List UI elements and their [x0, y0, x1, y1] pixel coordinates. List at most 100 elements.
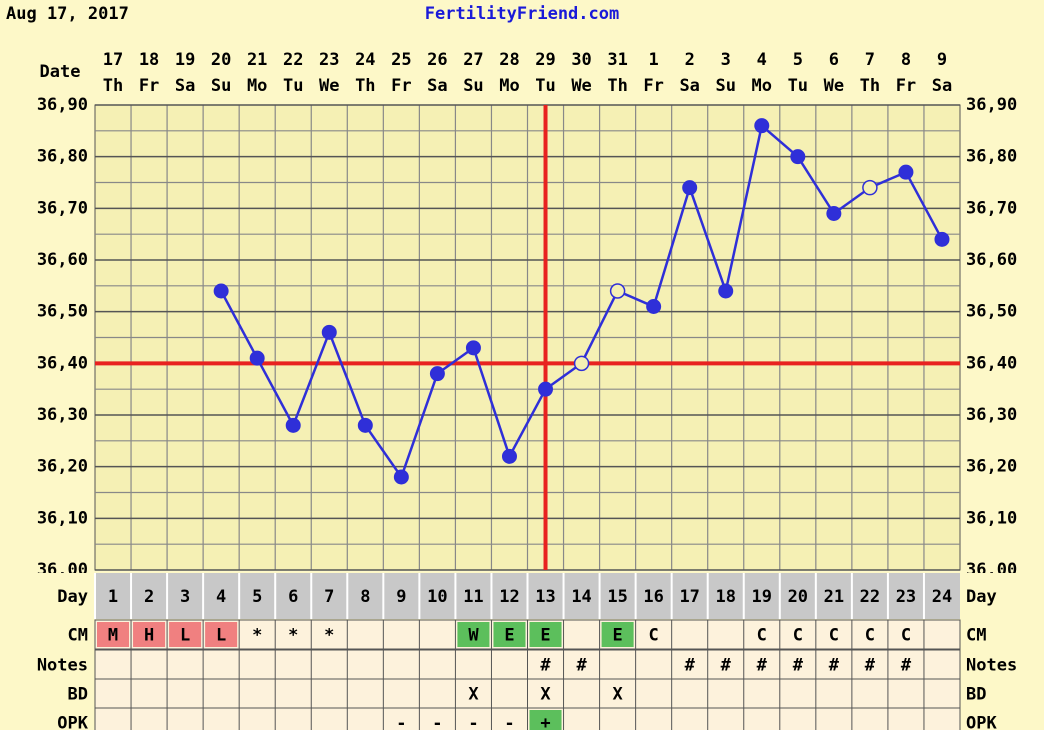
date-label: 28 — [499, 50, 519, 70]
weekday-label: Tu — [788, 76, 808, 96]
date-label: 20 — [211, 50, 231, 70]
date-label: 7 — [865, 50, 875, 70]
cell-text: - — [504, 714, 514, 730]
y-tick-label-right: 36,10 — [966, 508, 1017, 528]
day-number: 1 — [108, 587, 118, 607]
day-row-right — [960, 573, 1044, 619]
day-label-right: Day — [966, 587, 997, 607]
cell-fill — [493, 622, 526, 647]
date-label: 18 — [139, 50, 159, 70]
cell-fill — [169, 622, 202, 647]
marker — [465, 340, 481, 356]
weekday-label: Th — [355, 76, 375, 96]
cell-text: E — [612, 626, 622, 646]
y-tick-label-right: 36,20 — [966, 457, 1017, 477]
hollow-marker — [862, 179, 878, 196]
site-link[interactable]: FertilityFriend.com — [425, 4, 619, 24]
marker — [754, 118, 770, 134]
cell-text: C — [793, 626, 803, 646]
date-label: 9 — [937, 50, 947, 70]
date-label: 26 — [427, 50, 447, 70]
marker — [429, 366, 445, 382]
day-number: 3 — [180, 587, 190, 607]
date-label: 24 — [355, 50, 375, 70]
weekday-label: Fr — [391, 76, 411, 96]
day-number: 15 — [607, 587, 627, 607]
cell-text: * — [324, 626, 334, 646]
day-row — [0, 573, 1044, 619]
cell-text: L — [180, 626, 190, 646]
date-label: 31 — [607, 50, 627, 70]
y-tick-label-right: 36,80 — [966, 147, 1017, 167]
date-label: 21 — [247, 50, 267, 70]
hollow-marker — [609, 283, 626, 299]
marker — [538, 381, 554, 397]
marker — [826, 206, 842, 221]
cell-text: W — [468, 626, 479, 646]
weekday-label: We — [319, 76, 339, 96]
cell-text: - — [468, 714, 478, 730]
row-label-right: OPK — [966, 714, 997, 730]
cell-text: C — [865, 626, 875, 646]
row-label-right: BD — [966, 685, 986, 705]
row-label: Notes — [37, 656, 88, 676]
marker — [213, 283, 229, 299]
day-number: 16 — [643, 587, 663, 607]
day-number: 14 — [571, 587, 591, 607]
weekday-label: Mo — [499, 76, 519, 96]
date-label: 17 — [103, 50, 123, 70]
weekday-label: We — [571, 76, 591, 96]
marker — [501, 448, 517, 464]
day-number: 10 — [427, 587, 447, 607]
day-number: 6 — [288, 587, 298, 607]
day-number: 19 — [752, 587, 772, 607]
day-number: 24 — [932, 587, 952, 607]
cell-text: X — [468, 685, 479, 705]
weekday-label: Tu — [535, 76, 555, 96]
date-label: 4 — [757, 50, 767, 70]
cell-text: * — [252, 626, 262, 646]
y-tick-label-right: 36,40 — [966, 353, 1017, 373]
cell-text: # — [829, 656, 840, 676]
date-label: 23 — [319, 50, 339, 70]
marker — [357, 417, 373, 433]
cell-text: C — [901, 626, 911, 646]
date-label: 6 — [829, 50, 839, 70]
day-number: 18 — [715, 587, 735, 607]
y-tick-label: 36,40 — [37, 353, 88, 373]
weekday-label: Fr — [139, 76, 159, 96]
y-tick-label: 36,70 — [37, 198, 88, 218]
marker — [790, 149, 806, 165]
cell-fill — [97, 622, 130, 647]
date-label: 2 — [685, 50, 695, 70]
weekday-label: Th — [860, 76, 880, 96]
row-label: CM — [68, 626, 88, 646]
weekday-label: Su — [463, 76, 483, 96]
weekday-label: Sa — [679, 76, 699, 96]
cell-fill — [133, 622, 166, 647]
y-tick-label: 36,20 — [37, 457, 88, 477]
y-tick-label-right: 36,30 — [966, 405, 1017, 425]
cell-text: # — [901, 656, 912, 676]
day-number: 17 — [679, 587, 699, 607]
weekday-label: Mo — [247, 76, 267, 96]
day-label: Day — [57, 587, 88, 607]
day-number: 20 — [788, 587, 808, 607]
cell-text: # — [576, 656, 587, 676]
cell-text: E — [540, 626, 550, 646]
weekday-label: Sa — [175, 76, 195, 96]
day-number: 21 — [824, 587, 844, 607]
y-tick-label: 36,80 — [37, 147, 88, 167]
date-label: 1 — [649, 50, 659, 70]
cell-text: * — [288, 626, 298, 646]
marker — [934, 231, 950, 247]
y-tick-label-right: 36,50 — [966, 302, 1017, 322]
row-label-right: Notes — [966, 656, 1017, 676]
cell-text: # — [685, 656, 696, 676]
weekday-label: Tu — [283, 76, 303, 96]
y-tick-label-right: 36,70 — [966, 198, 1017, 218]
cell-text: # — [793, 656, 804, 676]
marker — [285, 417, 301, 433]
weekday-label: Th — [607, 76, 627, 96]
